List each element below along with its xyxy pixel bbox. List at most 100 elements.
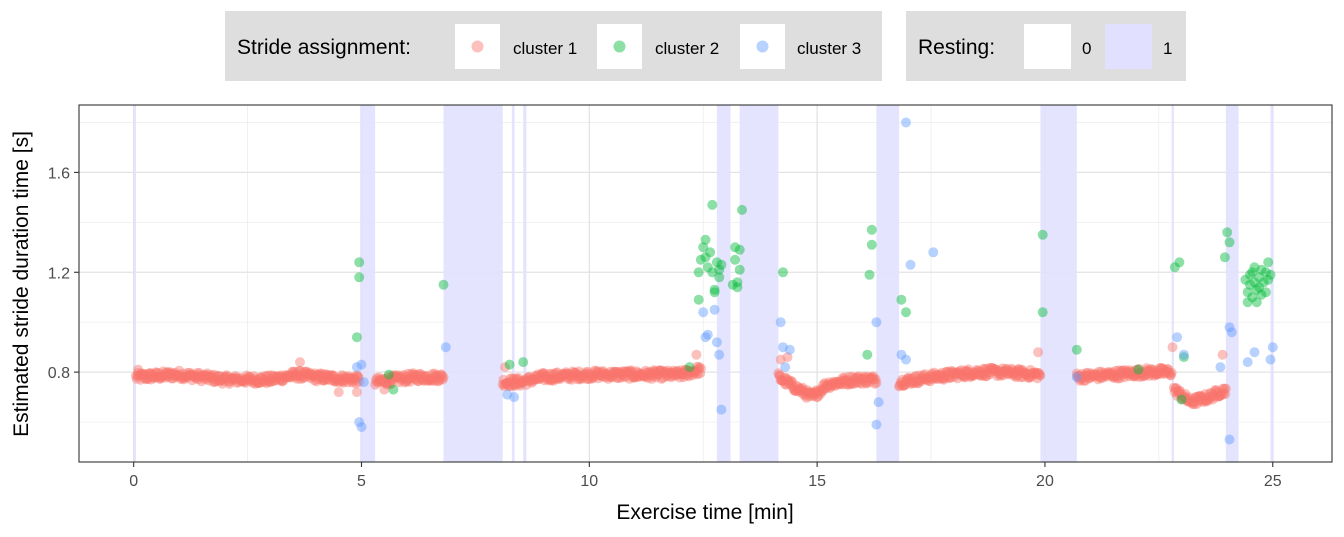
cluster-2-point: [1245, 279, 1255, 290]
cluster-2-point: [700, 234, 711, 245]
cluster-1-point: [658, 372, 668, 383]
cluster-1-point: [390, 372, 401, 383]
cluster-1-point: [1030, 367, 1041, 378]
cluster-1-point: [1015, 372, 1026, 383]
cluster-1-point: [1143, 365, 1154, 376]
cluster-1-point: [997, 363, 1008, 374]
cluster-1-point: [853, 372, 864, 383]
cluster-1-point: [618, 368, 629, 379]
cluster-1-point: [1218, 388, 1229, 399]
cluster-1-point: [516, 378, 526, 389]
cluster-1-point: [195, 371, 206, 381]
cluster-1-point: [557, 371, 568, 382]
cluster-3-point: [1172, 332, 1183, 343]
cluster-1-point: [1033, 368, 1044, 378]
cluster-1-point: [512, 378, 523, 389]
cluster-1-point: [269, 375, 280, 386]
cluster-1-point: [822, 382, 833, 393]
cluster-1-point: [673, 369, 684, 380]
cluster-1-point: [586, 371, 597, 381]
cluster-1-point: [1119, 372, 1130, 383]
cluster-2-point: [1251, 284, 1262, 295]
cluster-1-point: [796, 385, 807, 396]
cluster-1-point: [1172, 386, 1183, 397]
cluster-1-point: [285, 371, 296, 382]
cluster-1-point: [1087, 370, 1097, 381]
cluster-2-point: [707, 199, 718, 210]
cluster-1-point: [966, 371, 977, 382]
cluster-1-point: [1178, 394, 1189, 404]
cluster-1-point: [146, 371, 157, 382]
cluster-1-point: [811, 385, 822, 396]
cluster-2-point: [702, 262, 713, 273]
cluster-1-point: [1136, 371, 1147, 382]
cluster-1-point: [503, 377, 514, 388]
cluster-1-point: [1090, 368, 1100, 379]
cluster-2-point: [383, 369, 394, 380]
cluster-1-point: [784, 376, 795, 387]
cluster-1-point: [1104, 367, 1115, 378]
x-axis-label: Exercise time [min]: [616, 501, 793, 524]
cluster-1-point: [1101, 371, 1112, 382]
cluster-1-point: [232, 374, 243, 384]
cluster-1-point: [980, 371, 991, 382]
cluster-1-point: [1004, 368, 1015, 379]
cluster-1-point: [535, 373, 545, 384]
cluster-1-point: [784, 378, 794, 389]
cluster-1-point: [589, 365, 600, 376]
cluster-1-point: [238, 375, 248, 386]
cluster-1-point: [942, 366, 953, 377]
cluster-1-point: [287, 366, 298, 377]
cluster-1-point: [522, 375, 532, 386]
cluster-1-point: [681, 370, 692, 381]
cluster-1-point: [528, 376, 539, 387]
cluster-1-point: [234, 373, 245, 384]
cluster-1-point: [1149, 367, 1160, 378]
cluster-1-point: [1184, 392, 1195, 403]
y-tick-label: 1.2: [48, 265, 70, 282]
cluster-1-point: [1012, 370, 1023, 381]
cluster-1-point: [156, 371, 167, 382]
cluster-1-point: [573, 366, 584, 377]
cluster-3-point: [1215, 362, 1226, 373]
cluster-1-point: [791, 380, 802, 391]
cluster-1-point: [514, 378, 525, 389]
cluster-1-point: [296, 370, 307, 381]
cluster-1-point: [865, 372, 876, 383]
legend-label-cluster-3: cluster 3: [797, 39, 861, 58]
cluster-1-point: [434, 374, 445, 385]
cluster-1-point: [653, 369, 664, 380]
cluster-1-point: [981, 371, 992, 382]
cluster-1-point: [396, 372, 407, 383]
cluster-1-point: [677, 369, 688, 380]
cluster-2-point: [709, 287, 720, 298]
cluster-1-point: [818, 379, 829, 390]
cluster-1-point: [834, 378, 845, 389]
cluster-1-point: [1165, 370, 1176, 381]
cluster-1-point: [270, 375, 281, 386]
cluster-1-point: [938, 374, 949, 385]
resting-band: [739, 105, 779, 462]
cluster-1-point: [643, 368, 654, 379]
cluster-1-point: [144, 368, 155, 379]
cluster-1-point: [342, 373, 353, 384]
cluster-2-point: [1256, 289, 1267, 300]
cluster-1-point: [402, 376, 413, 387]
cluster-1-point: [263, 370, 274, 381]
cluster-1-point: [187, 370, 198, 381]
cluster-1-point: [691, 365, 702, 376]
cluster-1-point: [595, 370, 606, 381]
cluster-1-point: [412, 376, 423, 386]
cluster-1-point: [1115, 373, 1126, 384]
cluster-1-point: [922, 374, 933, 385]
cluster-1-point: [1163, 364, 1174, 375]
cluster-1-point: [533, 373, 544, 384]
cluster-1-point: [343, 371, 354, 382]
cluster-1-point: [638, 370, 649, 381]
cluster-1-point: [999, 366, 1010, 377]
cluster-1-point: [651, 368, 662, 379]
cluster-3-point: [896, 349, 907, 360]
cluster-1-point: [547, 368, 558, 379]
cluster-1-point: [972, 369, 983, 380]
cluster-1-point: [946, 365, 957, 376]
